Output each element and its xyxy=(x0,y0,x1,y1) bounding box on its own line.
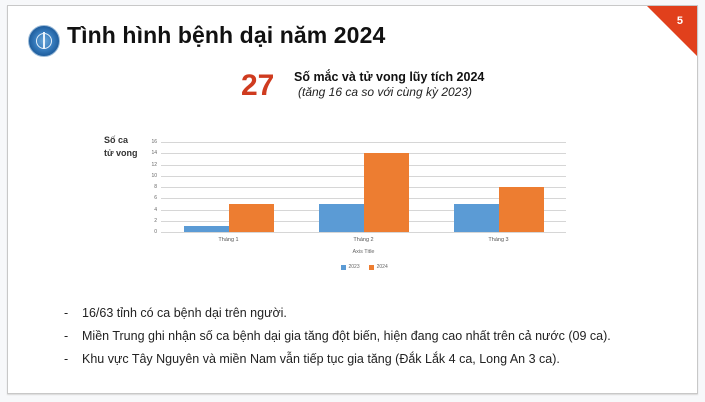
bar-2023-3 xyxy=(453,203,499,232)
ministry-emblem-icon xyxy=(28,25,60,57)
x-category-label: Tháng 2 xyxy=(353,237,374,243)
y-tick-label: 2 xyxy=(154,217,157,224)
y-label-line-1: Số ca xyxy=(104,135,129,145)
bullet-text: Khu vực Tây Nguyên và miền Nam vẫn tiếp … xyxy=(82,352,560,366)
y-tick-label: 0 xyxy=(154,229,157,235)
bar-2024-1 xyxy=(228,203,274,232)
headline-label: Số mắc và tử vong lũy tích 2024 xyxy=(294,70,485,84)
x-category-label: Tháng 1 xyxy=(218,237,239,243)
y-tick-label: 4 xyxy=(154,206,157,213)
bar-2023-1 xyxy=(183,226,229,232)
bar-chart: 0 2 4 6 8 10 12 14 16 Tháng 1 Tháng 2 Tháng 3 Axis T… xyxy=(8,6,697,306)
bullet-text: 16/63 tỉnh có ca bệnh dại trên người. xyxy=(82,306,287,320)
slide: 5 Tình hình bệnh dại năm 2024 27 Số mắc … xyxy=(7,5,698,394)
bar-2024-2 xyxy=(363,153,409,232)
legend-label-2024: 2024 xyxy=(376,264,388,270)
bullet-item: - 16/63 tỉnh có ca bệnh dại trên người. xyxy=(64,302,611,325)
slide-title: Tình hình bệnh dại năm 2024 xyxy=(67,22,386,48)
legend-swatch-2023 xyxy=(340,264,346,270)
headline-note: (tăng 16 ca so với cùng kỳ 2023) xyxy=(298,85,473,99)
page-number: 5 xyxy=(676,15,683,27)
y-tick-label: 6 xyxy=(154,195,157,202)
bullet-marker: - xyxy=(64,352,69,366)
bar-2024-3 xyxy=(498,187,544,232)
bullet-marker: - xyxy=(64,329,69,343)
y-tick-label: 16 xyxy=(151,139,157,145)
x-axis-title: Axis Title xyxy=(352,249,375,255)
x-category-label: Tháng 3 xyxy=(488,237,509,243)
y-tick-label: 12 xyxy=(151,161,157,168)
chart-y-axis-label: Số ca tử vong xyxy=(104,134,138,160)
gridline xyxy=(161,142,566,143)
legend-label-2023: 2023 xyxy=(348,264,360,270)
y-label-line-2: tử vong xyxy=(104,148,138,158)
gridline xyxy=(161,232,566,233)
chart-legend: 2023 2024 xyxy=(340,264,394,270)
bullet-text: Miền Trung ghi nhận số ca bệnh dại gia t… xyxy=(82,329,611,343)
y-tick-label: 10 xyxy=(151,172,157,179)
page-corner-triangle xyxy=(647,6,697,56)
y-tick-label: 14 xyxy=(151,150,157,157)
bullet-item: - Khu vực Tây Nguyên và miền Nam vẫn tiế… xyxy=(64,348,611,371)
y-tick-label: 8 xyxy=(154,184,157,190)
emblem-staff xyxy=(43,32,45,49)
bar-2023-2 xyxy=(318,203,364,232)
headline-number: 27 xyxy=(241,69,275,102)
legend-swatch-2024 xyxy=(368,264,374,270)
bullet-item: - Miền Trung ghi nhận số ca bệnh dại gia… xyxy=(64,325,611,348)
bullet-list: - 16/63 tỉnh có ca bệnh dại trên người. … xyxy=(64,302,611,371)
bullet-marker: - xyxy=(64,306,69,320)
